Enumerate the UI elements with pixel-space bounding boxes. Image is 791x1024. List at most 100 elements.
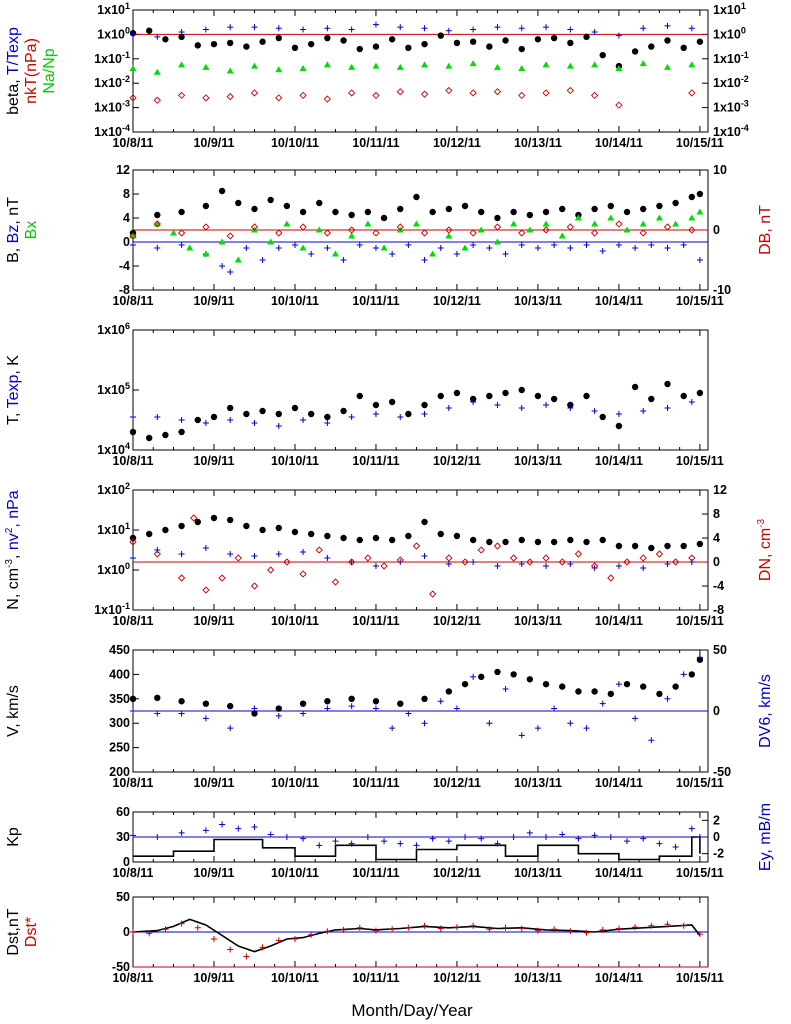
data-point-29 [615,242,622,248]
y-right-axis-label: DV6, km/s [757,674,774,748]
y-right-axis-label-text: DB, nT [757,205,774,255]
data-point-6 [226,404,234,412]
data-point-4 [226,232,234,240]
y-tick-label: 350 [109,692,130,706]
data-point-19 [445,232,453,239]
data-point-12 [421,411,428,417]
y-tick-label: 1x105 [97,381,130,397]
data-point-7 [299,91,307,100]
data-point-31 [648,242,655,248]
data-point-18 [567,405,574,411]
data-point-18 [567,561,574,567]
x-tick-label: 10/15/11 [676,971,724,985]
y-tick-label: 0 [123,855,130,869]
data-point-20 [615,101,623,109]
data-point-30 [615,925,622,932]
data-point-28 [607,202,615,210]
series-1 [130,920,703,960]
data-point-4 [194,416,201,424]
data-point-10 [299,570,307,578]
data-point-5 [218,574,226,582]
data-point-8 [324,25,331,32]
data-point-22 [664,63,672,70]
data-point-33 [688,825,695,832]
data-point-16 [388,536,396,544]
panel-b: 10/8/11 10/9/11 10/10/11 10/11/11 10/12/11 10… [5,163,774,308]
data-point-3 [202,700,210,707]
data-point-3 [202,420,209,426]
data-point-23 [688,399,695,405]
data-point-15 [372,43,380,50]
data-point-35 [696,931,703,938]
data-point-14 [364,220,372,227]
y-right-tick-label: 0 [713,704,720,718]
data-point-12 [324,413,331,421]
data-point-2 [178,698,185,705]
data-point-1 [154,414,161,420]
data-point-21 [688,89,696,97]
y-tick-label: 1x106 [97,321,130,337]
y-axis-label: Kp [5,827,22,847]
panel-dst: 10/8/11 10/9/11 10/10/11 10/11/11 10/12/11 10… [5,890,724,985]
data-point-17 [542,61,550,68]
data-point-22 [510,834,517,840]
data-point-20 [453,389,461,397]
data-point-11 [332,208,339,216]
data-point-26 [550,538,558,546]
data-point-19 [591,28,598,35]
data-point-4 [202,250,210,257]
data-point-11 [396,223,404,231]
x-tick-label: 10/15/11 [676,454,724,468]
data-point-8 [324,555,331,561]
data-point-23 [607,690,615,698]
x-tick-label: 10/15/11 [676,776,724,790]
data-point-16 [494,668,501,676]
data-point-20 [470,242,477,248]
data-point-0 [130,832,136,839]
data-point-3 [178,920,185,927]
y-tick-label: 30 [116,830,130,844]
data-point-27 [567,928,574,935]
data-point-11 [315,226,323,233]
data-point-12 [348,840,355,847]
data-point-9 [348,414,355,420]
data-point-14 [470,399,477,405]
data-point-19 [461,202,469,210]
data-point-31 [639,554,647,562]
data-point-28 [590,562,599,570]
x-tick-label: 10/12/11 [433,614,481,628]
x-tick-label: 10/13/11 [514,294,562,308]
x-tick-label: 10/9/11 [193,776,234,790]
data-point-11 [397,24,404,31]
y-axis-label-2: Bx [23,221,40,240]
data-point-16 [518,229,526,237]
y-right-tick-label: 1x100 [713,25,746,41]
data-point-33 [664,37,671,44]
data-point-15 [494,563,501,569]
data-point-11 [324,245,331,251]
data-point-11 [397,559,404,565]
data-point-18 [566,62,574,69]
y-tick-label: -4 [119,259,130,273]
data-point-20 [478,835,485,842]
data-point-21 [639,60,647,67]
data-point-31 [656,202,663,210]
data-point-17 [429,208,436,216]
y-right-tick-label: 0 [713,555,720,569]
data-point-6 [234,554,242,562]
data-point-34 [680,44,687,52]
data-point-28 [583,929,590,936]
data-point-32 [664,245,671,251]
data-point-4 [227,24,234,31]
data-point-17 [405,532,412,540]
data-point-14 [356,924,363,931]
series-2 [129,514,696,598]
y-tick-label: 300 [109,716,130,730]
data-point-9 [275,937,282,944]
data-point-18 [421,40,428,48]
data-point-19 [542,680,550,688]
y-tick-label: -8 [119,283,130,297]
data-point-29 [599,413,606,421]
x-tick-label: 10/12/11 [433,866,481,880]
data-point-5 [250,89,259,97]
